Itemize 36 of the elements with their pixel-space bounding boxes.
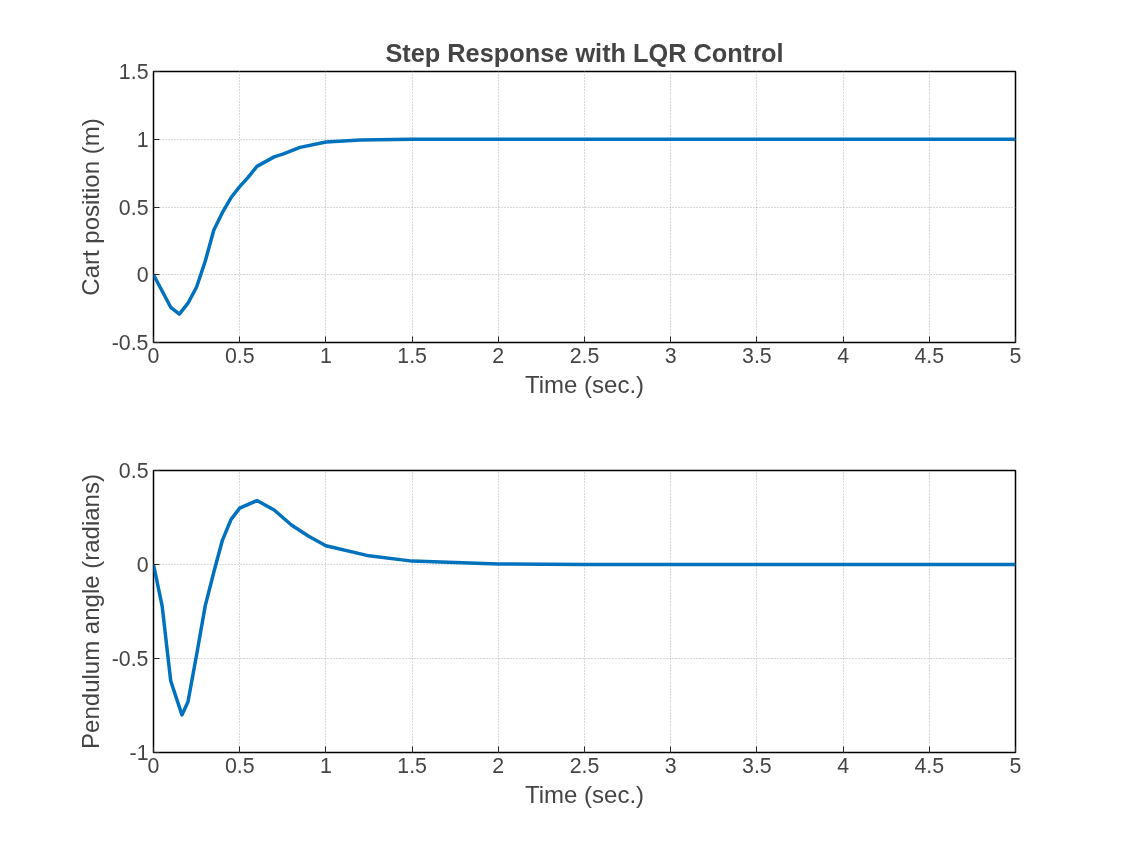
x-tick-label: 0.5 [224, 753, 255, 778]
y-tick-label: 0.5 [118, 195, 149, 220]
x-tick-label: 2 [492, 753, 505, 778]
x-axis-title: Time (sec.) [524, 780, 645, 808]
y-tick-label: -0.5 [111, 331, 149, 355]
x-tick-label: 0.5 [224, 343, 255, 368]
x-tick-label: 1.5 [397, 343, 427, 368]
x-tick-label: 4.5 [914, 343, 945, 368]
x-tick-label: 3 [664, 343, 677, 368]
y-tick-label: 0 [136, 553, 149, 577]
x-tick-label: 3.5 [742, 753, 772, 778]
x-tick-label: 4 [837, 343, 850, 368]
x-tick-label: 1 [319, 753, 332, 778]
x-tick-label: 3 [664, 753, 677, 778]
x-tick-label: 5 [1009, 753, 1022, 778]
y-tick-label: 0.5 [118, 459, 149, 483]
chart-title: Step Response with LQR Control [385, 38, 784, 67]
y-tick-label: -1 [129, 741, 149, 765]
x-tick-label: 4.5 [914, 753, 945, 778]
x-tick-label: 1 [319, 343, 332, 368]
y-axis-title: Cart position (m) [76, 118, 104, 296]
y-tick-label: 0 [136, 263, 149, 288]
x-tick-label: 2 [492, 343, 505, 368]
x-tick-label: 2.5 [569, 343, 600, 368]
x-tick-label: 2.5 [569, 753, 600, 778]
y-tick-label: 1.5 [118, 60, 149, 84]
x-axis-title: Time (sec.) [524, 370, 645, 398]
y-tick-label: 1 [136, 127, 149, 152]
y-axis-title: Pendulum angle (radians) [76, 474, 104, 749]
y-tick-label: -0.5 [111, 647, 149, 671]
line-series [153, 137, 1016, 316]
x-tick-label: 1.5 [397, 753, 427, 778]
line-series [153, 498, 1016, 717]
x-tick-label: 5 [1009, 343, 1022, 368]
x-tick-label: 4 [837, 753, 850, 778]
x-tick-label: 3.5 [742, 343, 772, 368]
